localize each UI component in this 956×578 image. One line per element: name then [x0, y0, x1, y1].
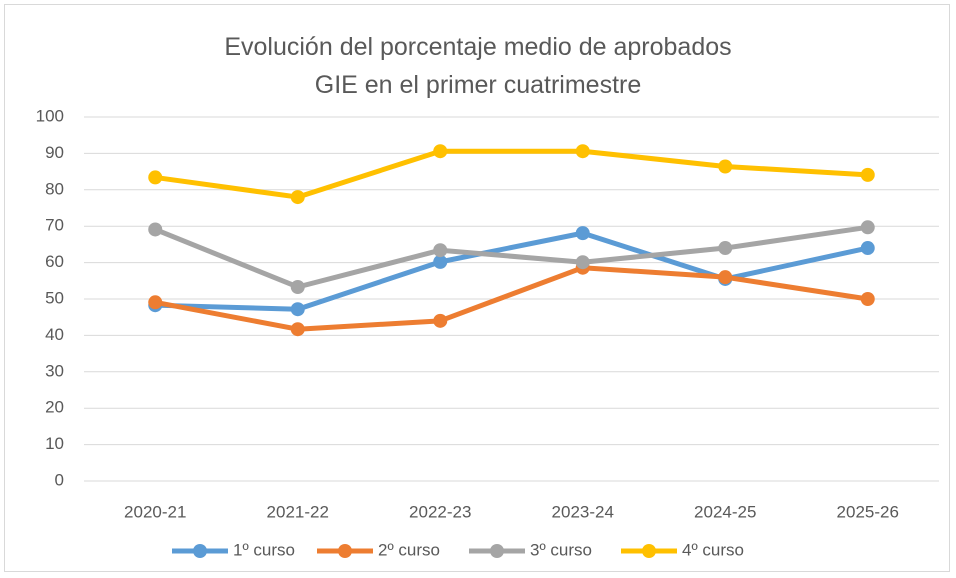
data-point [148, 295, 163, 310]
series-line [152, 265, 871, 332]
data-point [433, 243, 448, 258]
series-line [152, 224, 871, 290]
data-point [148, 222, 163, 237]
data-point [718, 270, 733, 285]
data-point [718, 159, 733, 174]
x-tick-label: 2020-21 [124, 502, 186, 521]
legend-marker [193, 544, 207, 558]
chart-title: Evolución del porcentaje medio de aproba… [224, 33, 732, 99]
y-tick-label: 40 [45, 325, 64, 344]
data-point [860, 220, 875, 235]
data-point [575, 255, 590, 270]
data-point [433, 254, 448, 269]
data-point [290, 190, 305, 205]
data-point [575, 144, 590, 159]
data-point [433, 313, 448, 328]
y-tick-label: 70 [45, 216, 64, 235]
x-tick-label: 2021-22 [267, 502, 329, 521]
series-line [152, 148, 871, 200]
x-tick-label: 2023-24 [552, 502, 614, 521]
data-point [860, 241, 875, 256]
legend-label: 1º curso [233, 540, 295, 559]
y-tick-label: 10 [45, 434, 64, 453]
y-tick-label: 60 [45, 252, 64, 271]
data-point [575, 226, 590, 241]
legend-label: 4º curso [682, 540, 744, 559]
y-tick-label: 0 [55, 470, 64, 489]
x-tick-label: 2022-23 [409, 502, 471, 521]
x-tick-label: 2024-25 [694, 502, 756, 521]
legend-marker [642, 544, 656, 558]
data-point [148, 170, 163, 185]
chart-frame [4, 4, 950, 572]
legend-marker [490, 544, 504, 558]
data-point [433, 144, 448, 159]
y-tick-label: 20 [45, 398, 64, 417]
legend-marker [338, 544, 352, 558]
y-tick-label: 30 [45, 361, 64, 380]
legend-label: 2º curso [378, 540, 440, 559]
data-point [860, 167, 875, 182]
legend-label: 3º curso [530, 540, 592, 559]
data-point [290, 302, 305, 317]
data-point [718, 241, 733, 256]
x-tick-label: 2025-26 [837, 502, 899, 521]
data-point [290, 279, 305, 294]
series-line [152, 230, 871, 312]
y-tick-label: 90 [45, 143, 64, 162]
data-point [860, 292, 875, 306]
y-tick-label: 50 [45, 288, 64, 307]
data-point [290, 322, 305, 337]
y-tick-label: 80 [45, 179, 64, 198]
y-tick-label: 100 [36, 106, 64, 125]
